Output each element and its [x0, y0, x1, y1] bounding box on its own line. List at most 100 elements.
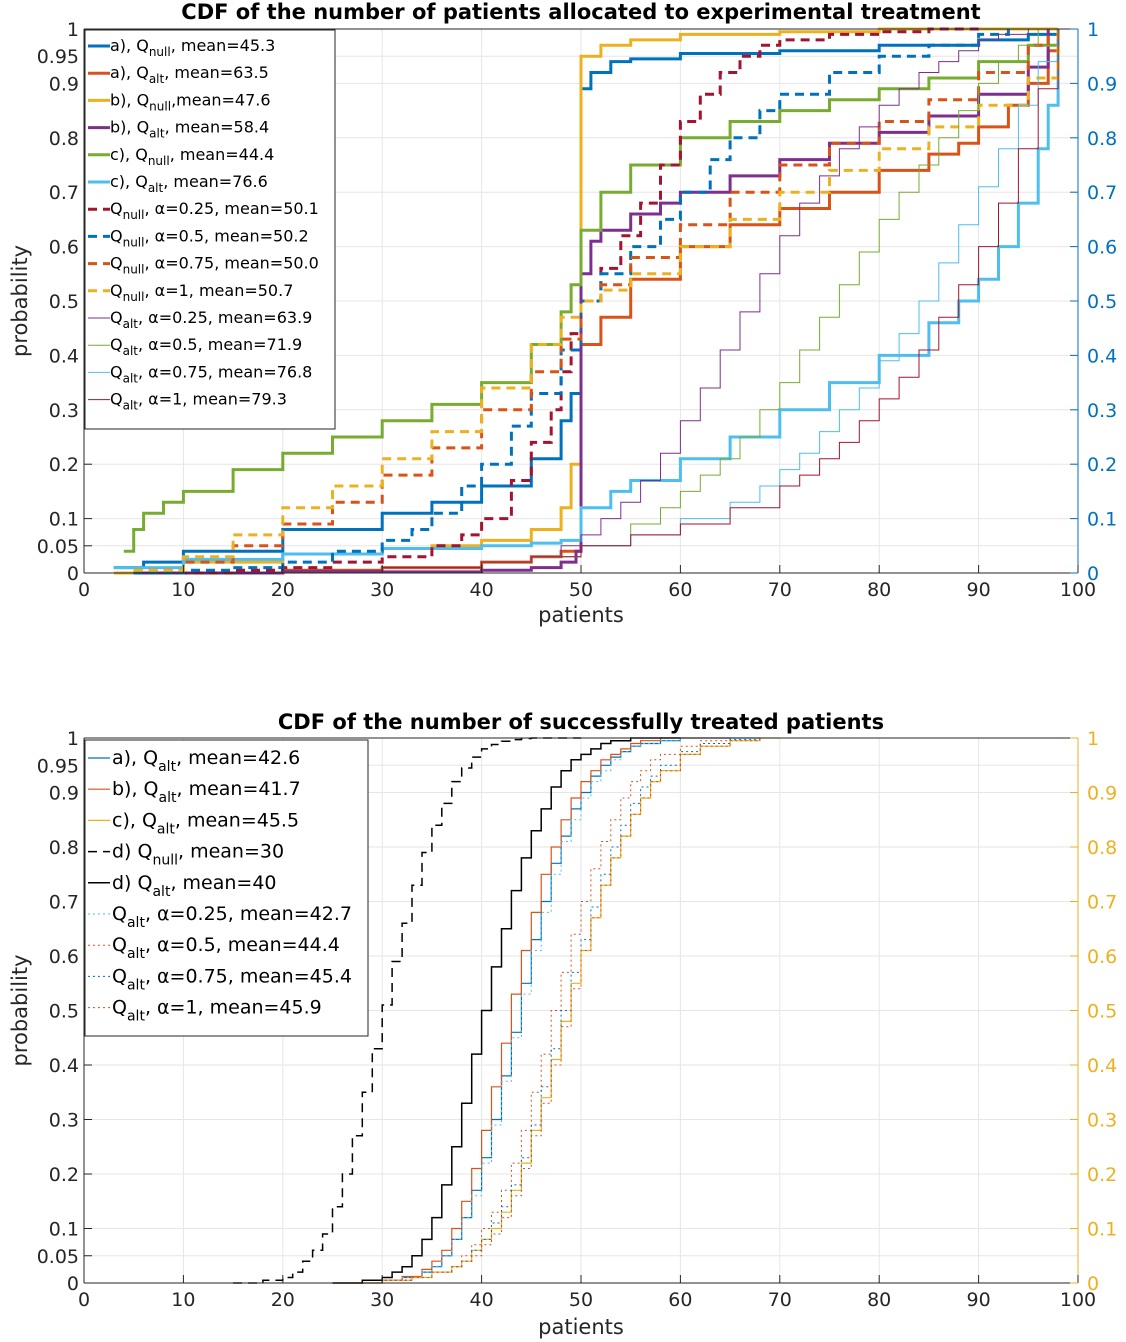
x-tick-label: 60: [668, 1289, 692, 1311]
x-tick-label: 100: [1060, 1289, 1096, 1311]
y-tick-label: 0.95: [37, 46, 79, 68]
series-line-1: [332, 737, 731, 1284]
legend-entry-label: Qalt, α=1, mean=45.9: [112, 997, 322, 1025]
chart-title: CDF of the number of successfully treate…: [278, 710, 884, 734]
x-tick-label: 80: [867, 579, 891, 601]
y-tick-label: 0.2: [49, 1164, 79, 1186]
y-tick-label: 0.6: [49, 237, 79, 259]
legend-entry-label: Qalt, α=0.5, mean=44.4: [112, 934, 340, 962]
y-right-tick-label: 0.1: [1087, 1219, 1117, 1241]
chart-allocated-patients: 0 10 20 30 40 50 60 70 80 90 10000.050.10.20.30.40…: [8, 0, 1117, 627]
x-axis-label: patients: [538, 603, 624, 627]
y-right-tick-label: 0.5: [1087, 1001, 1117, 1023]
x-tick-label: 20: [271, 1289, 295, 1311]
y-right-tick-label: 0.6: [1087, 237, 1117, 259]
chart-title: CDF of the number of patients allocated …: [181, 0, 980, 24]
y-right-tick-label: 0.9: [1087, 783, 1117, 805]
y-tick-label: 0.6: [49, 946, 79, 968]
legend-entry-label: d) Qnull, mean=30: [112, 841, 284, 869]
legend-entry-label: Qnull, α=1, mean=50.7: [110, 281, 293, 304]
y-tick-label: 1: [67, 19, 79, 41]
legend-entry-label: a), Qalt, mean=63.5: [110, 63, 269, 86]
series-line-8: [332, 737, 780, 1284]
legend-entry-label: b), Qalt, mean=41.7: [112, 778, 301, 806]
legend-entry-label: Qalt, α=0.25, mean=63.9: [110, 308, 312, 331]
y-tick-label: 0.7: [49, 892, 79, 914]
chart-successfully-treated: 0 10 20 30 40 50 60 70 80 90 10000.050.10.20.30.40…: [8, 710, 1117, 1339]
y-tick-label: 0.9: [49, 783, 79, 805]
y-tick-label: 0.1: [49, 1219, 79, 1241]
y-right-tick-label: 0: [1087, 1273, 1099, 1295]
y-tick-label: 0.5: [49, 1001, 79, 1023]
y-tick-label: 0.1: [49, 509, 79, 531]
y-right-tick-label: 0.3: [1087, 400, 1117, 422]
y-right-tick-label: 0.8: [1087, 128, 1117, 150]
x-tick-label: 0: [78, 1289, 90, 1311]
x-tick-label: 90: [967, 1289, 991, 1311]
series-line-3: [233, 737, 581, 1284]
y-tick-label: 0.9: [49, 73, 79, 95]
series-line-6: [133, 27, 979, 575]
legend-entry-label: c), Qalt, mean=45.5: [112, 809, 299, 837]
series-line-10: [133, 29, 1029, 574]
series-line-4: [123, 29, 1060, 553]
y-tick-label: 0.5: [49, 291, 79, 313]
series-line-4: [332, 737, 681, 1284]
x-tick-label: 20: [271, 579, 295, 601]
y-axis-label: probability: [8, 245, 32, 357]
legend-entry-label: Qalt, α=0.75, mean=45.4: [112, 965, 352, 993]
y-right-tick-label: 0.3: [1087, 1110, 1117, 1132]
x-tick-label: 60: [668, 579, 692, 601]
legend-entry-label: c), Qalt, mean=76.6: [110, 172, 268, 195]
x-tick-label: 30: [370, 1289, 394, 1311]
y-tick-label: 0.2: [49, 454, 79, 476]
y-tick-label: 0.3: [49, 400, 79, 422]
x-tick-label: 30: [370, 579, 394, 601]
y-right-tick-label: 0.4: [1087, 345, 1117, 367]
y-right-tick-label: 0.1: [1087, 509, 1117, 531]
y-right-tick-label: 0.6: [1087, 946, 1117, 968]
y-right-tick-label: 0.8: [1087, 837, 1117, 859]
legend-box: [84, 29, 336, 430]
y-right-tick-label: 1: [1087, 728, 1099, 750]
y-right-tick-label: 0.5: [1087, 291, 1117, 313]
y-right-tick-label: 0.9: [1087, 73, 1117, 95]
x-tick-label: 100: [1060, 579, 1096, 601]
legend-entry-label: Qalt, α=1, mean=79.3: [110, 390, 287, 413]
x-tick-label: 10: [171, 579, 195, 601]
y-axis-label: probability: [8, 954, 32, 1066]
y-right-tick-label: 0.7: [1087, 182, 1117, 204]
series-line-9: [133, 29, 1060, 572]
y-tick-label: 0.8: [49, 837, 79, 859]
legend-entry-label: a), Qalt, mean=42.6: [112, 747, 300, 775]
x-tick-label: 50: [569, 1289, 593, 1311]
y-tick-label: 0.05: [37, 536, 79, 558]
legend: a), Qnull, mean=45.3 a), Qalt, mean=63.5 b…: [84, 29, 336, 430]
y-tick-label: 0.4: [49, 345, 79, 367]
series-line-13: [133, 29, 1059, 574]
y-right-tick-label: 0.2: [1087, 1164, 1117, 1186]
y-tick-label: 0.05: [37, 1246, 79, 1268]
legend-entry-label: Qnull, α=0.75, mean=50.0: [110, 254, 319, 277]
x-tick-label: 40: [470, 1289, 494, 1311]
legend-entry-label: b), Qnull,mean=47.6: [110, 90, 271, 113]
x-tick-label: 40: [470, 579, 494, 601]
y-tick-label: 0: [67, 1273, 79, 1295]
y-right-tick-label: 1: [1087, 19, 1099, 41]
y-right-tick-label: 0.7: [1087, 892, 1117, 914]
y-tick-label: 0.8: [49, 128, 79, 150]
legend-box: [84, 739, 369, 1037]
y-tick-label: 1: [67, 728, 79, 750]
legend-entry-label: Qnull, α=0.5, mean=50.2: [110, 226, 309, 249]
legend-entry-label: b), Qalt, mean=58.4: [110, 118, 269, 141]
y-tick-label: 0.3: [49, 1110, 79, 1132]
y-tick-label: 0.7: [49, 182, 79, 204]
series-line-3: [133, 29, 1050, 575]
x-tick-label: 10: [171, 1289, 195, 1311]
legend-entry-label: Qalt, α=0.75, mean=76.8: [110, 362, 312, 385]
legend-entry-label: c), Qnull, mean=44.4: [110, 145, 274, 168]
legend-entry-label: Qalt, α=0.25, mean=42.7: [112, 903, 352, 931]
legend-entry-label: d) Qalt, mean=40: [112, 872, 277, 900]
x-tick-label: 70: [768, 1289, 792, 1311]
